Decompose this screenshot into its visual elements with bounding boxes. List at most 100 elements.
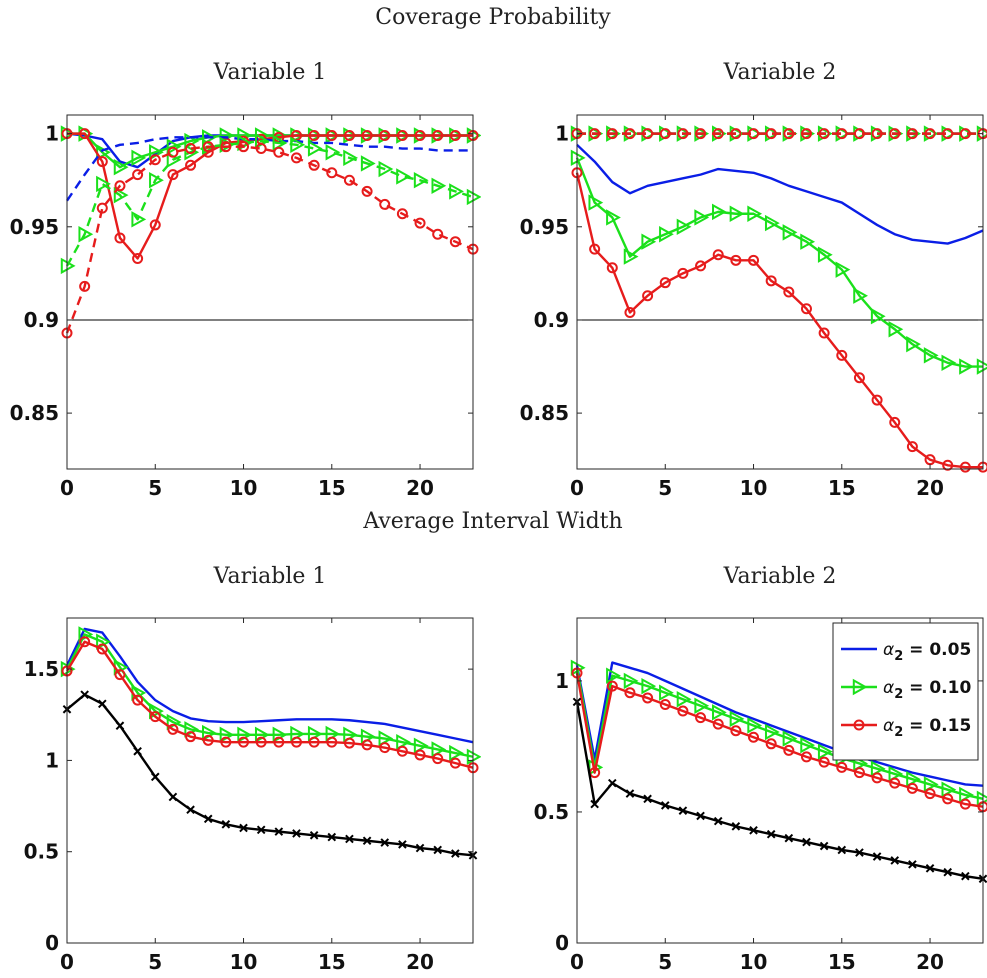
- data-point: [361, 185, 373, 197]
- data-point: [167, 723, 179, 735]
- data-point: [659, 128, 671, 140]
- data-point: [677, 705, 689, 717]
- data-point: [835, 261, 851, 278]
- series-line-0: [65, 627, 474, 744]
- data-point: [79, 636, 91, 648]
- data-point: [730, 725, 742, 737]
- data-point: [220, 141, 232, 153]
- x-tick-label: 20: [916, 950, 944, 974]
- data-point: [749, 825, 758, 835]
- data-point: [168, 792, 178, 802]
- data-point: [888, 765, 904, 783]
- y-tick-label: 1.5: [24, 657, 59, 681]
- data-point: [239, 823, 248, 833]
- x-tick-label: 0: [60, 476, 74, 500]
- data-point: [166, 138, 182, 155]
- data-point: [433, 845, 443, 855]
- y-tick-label: 0.9: [24, 308, 59, 332]
- data-point: [238, 141, 250, 153]
- data-point: [925, 863, 935, 873]
- data-point: [783, 744, 795, 756]
- data-point: [96, 202, 108, 214]
- data-point: [941, 354, 957, 371]
- x-tick-label: 15: [318, 476, 346, 500]
- data-point: [659, 684, 674, 701]
- data-point: [361, 129, 373, 141]
- data-point: [309, 830, 319, 840]
- data-point: [149, 711, 161, 723]
- legend-entry-label: α2 = 0.05: [883, 640, 971, 664]
- data-point: [819, 841, 829, 851]
- data-point: [889, 416, 901, 428]
- panel-title: Variable 1: [213, 564, 327, 589]
- data-point: [871, 128, 883, 140]
- data-point: [290, 152, 302, 164]
- data-point: [784, 833, 794, 843]
- data-point: [113, 186, 129, 204]
- data-point: [149, 172, 164, 189]
- data-point: [764, 214, 780, 232]
- data-point: [729, 205, 745, 222]
- data-point: [908, 860, 917, 869]
- plot-area: [577, 115, 983, 469]
- data-point: [449, 129, 461, 141]
- data-point: [853, 128, 865, 140]
- data-point: [818, 327, 830, 339]
- data-point: [660, 801, 670, 810]
- data-point: [96, 175, 111, 193]
- data-point: [959, 798, 971, 810]
- legend-marker: [852, 678, 868, 696]
- data-point: [221, 820, 231, 829]
- data-point: [131, 149, 147, 167]
- data-point: [872, 852, 882, 861]
- data-point: [345, 834, 354, 844]
- data-point: [695, 260, 707, 272]
- series-line-2: [575, 672, 984, 808]
- axes-box: [576, 617, 984, 944]
- data-point: [623, 672, 639, 690]
- y-tick-label: 1: [555, 122, 569, 146]
- data-point: [256, 825, 266, 835]
- data-point: [220, 736, 232, 748]
- data-point: [712, 128, 724, 140]
- data-point: [747, 205, 763, 222]
- series-line-0: [576, 143, 984, 245]
- data-point: [150, 772, 160, 782]
- y-tick-label: 1: [555, 669, 569, 693]
- data-point: [959, 128, 971, 140]
- data-point: [362, 836, 372, 846]
- data-point: [906, 782, 918, 794]
- data-point: [466, 188, 481, 206]
- data-point: [765, 275, 777, 287]
- data-point: [449, 236, 461, 248]
- data-point: [432, 228, 444, 240]
- data-point: [343, 129, 355, 141]
- data-point: [641, 677, 657, 695]
- data-point: [307, 140, 323, 157]
- data-point: [113, 158, 129, 176]
- data-point: [642, 692, 654, 704]
- panel-title: Variable 1: [213, 60, 327, 85]
- data-point: [624, 306, 636, 318]
- series-line-0: [575, 661, 984, 787]
- y-tick-label: 0.85: [10, 401, 59, 425]
- data-point: [677, 267, 689, 279]
- data-point: [923, 347, 939, 364]
- data-point: [765, 738, 777, 750]
- data-point: [837, 845, 847, 855]
- panel-title: Variable 2: [723, 60, 837, 85]
- data-point: [906, 441, 918, 453]
- data-point: [730, 254, 742, 266]
- data-point: [449, 183, 464, 200]
- data-point: [800, 233, 816, 250]
- data-point: [677, 128, 689, 140]
- data-point: [782, 224, 798, 241]
- data-point: [80, 690, 89, 699]
- data-point: [943, 867, 953, 877]
- data-point: [607, 778, 617, 788]
- y-tick-label: 0.95: [10, 215, 59, 239]
- x-tick-label: 10: [230, 476, 258, 500]
- data-point: [853, 372, 865, 384]
- legend: α2 = 0.05 α2 = 0.10 α2 = 0.15: [832, 622, 979, 761]
- data-point: [942, 793, 954, 805]
